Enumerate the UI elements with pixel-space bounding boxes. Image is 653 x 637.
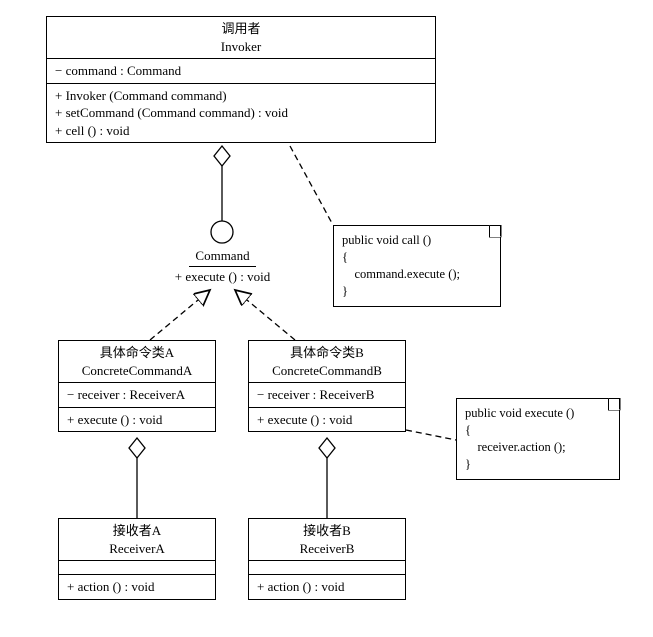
aggregation-a-receiver xyxy=(129,438,145,518)
aggregation-invoker-command xyxy=(211,146,233,243)
invoker-title-zh: 调用者 xyxy=(55,20,427,38)
concrete-b-title-zh: 具体命令类B xyxy=(257,344,397,362)
receiver-a-title-zh: 接收者A xyxy=(67,522,207,540)
receiver-b-title-en: ReceiverB xyxy=(257,540,397,558)
class-receiver-b: 接收者B ReceiverB + action () : void xyxy=(248,518,406,600)
concrete-b-title-en: ConcreteCommandB xyxy=(257,362,397,380)
command-name: Command xyxy=(189,248,255,267)
note-call-l1: public void call () xyxy=(342,232,492,249)
concrete-a-op: + execute () : void xyxy=(67,411,207,429)
receiver-a-op: + action () : void xyxy=(67,578,207,596)
class-invoker: 调用者 Invoker − command : Command + Invoke… xyxy=(46,16,436,143)
dependency-invoker-note xyxy=(290,146,333,225)
note-call-l2: { xyxy=(342,249,492,266)
receiver-a-attrs xyxy=(59,561,215,575)
invoker-op1: + Invoker (Command command) xyxy=(55,87,427,105)
concrete-a-title-zh: 具体命令类A xyxy=(67,344,207,362)
command-method: + execute () : void xyxy=(170,267,275,285)
invoker-op2: + setCommand (Command command) : void xyxy=(55,104,427,122)
note-execute: public void execute () { receiver.action… xyxy=(456,398,620,480)
receiver-b-op: + action () : void xyxy=(257,578,397,596)
note-exec-l3: receiver.action (); xyxy=(465,439,611,456)
aggregation-b-receiver xyxy=(319,438,335,518)
realization-b xyxy=(235,290,295,340)
invoker-op3: + cell () : void xyxy=(55,122,427,140)
note-call: public void call () { command.execute ()… xyxy=(333,225,501,307)
concrete-a-title-en: ConcreteCommandA xyxy=(67,362,207,380)
concrete-b-op: + execute () : void xyxy=(257,411,397,429)
note-exec-l1: public void execute () xyxy=(465,405,611,422)
note-call-l4: } xyxy=(342,283,492,300)
interface-command: Command + execute () : void xyxy=(170,248,275,285)
uml-canvas: 调用者 Invoker − command : Command + Invoke… xyxy=(0,0,653,637)
class-concrete-b: 具体命令类B ConcreteCommandB − receiver : Rec… xyxy=(248,340,406,432)
receiver-a-title-en: ReceiverA xyxy=(67,540,207,558)
invoker-title-en: Invoker xyxy=(55,38,427,56)
realization-a xyxy=(150,290,210,340)
receiver-b-attrs xyxy=(249,561,405,575)
invoker-attr: − command : Command xyxy=(55,62,427,80)
receiver-b-title-zh: 接收者B xyxy=(257,522,397,540)
note-call-l3: command.execute (); xyxy=(342,266,492,283)
note-exec-l4: } xyxy=(465,456,611,473)
class-receiver-a: 接收者A ReceiverA + action () : void xyxy=(58,518,216,600)
class-concrete-a: 具体命令类A ConcreteCommandA − receiver : Rec… xyxy=(58,340,216,432)
note-exec-l2: { xyxy=(465,422,611,439)
concrete-a-attr: − receiver : ReceiverA xyxy=(67,386,207,404)
dependency-b-note xyxy=(406,430,456,440)
concrete-b-attr: − receiver : ReceiverB xyxy=(257,386,397,404)
